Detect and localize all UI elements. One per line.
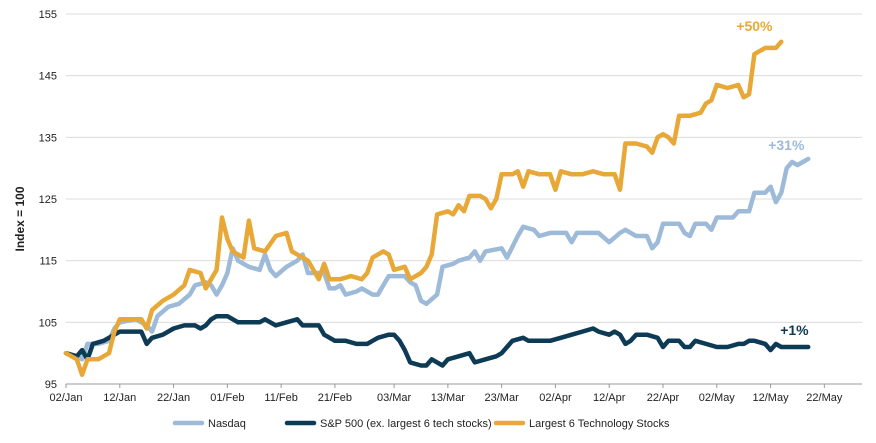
series-line-largest-6-technology-stocks (63, 39, 784, 378)
x-tick-label: 22/May (806, 392, 843, 404)
x-tick-label: 12/Jan (103, 392, 136, 404)
x-tick-label: 02/Apr (539, 392, 572, 404)
end-labels: +31% +1% +50% (736, 18, 809, 338)
end-label: +31% (768, 137, 805, 153)
x-tick-label: 02/May (699, 392, 736, 404)
end-label: +50% (736, 18, 773, 34)
legend-label: Nasdaq (208, 418, 246, 430)
legend-label: Largest 6 Technology Stocks (529, 418, 670, 430)
y-tick-label: 135 (39, 132, 57, 144)
x-tick-label: 02/Jan (49, 392, 82, 404)
x-tick-label: 22/Apr (647, 392, 680, 404)
y-tick-label: 115 (39, 256, 57, 268)
x-tick-label: 21/Feb (318, 392, 352, 404)
y-axis-label: Index = 100 (13, 186, 27, 251)
x-tick-label: 12/May (753, 392, 790, 404)
gridlines (66, 13, 862, 323)
y-tick-labels: 95 105 115 125 135 145 155 (39, 9, 57, 391)
x-tick-label: 23/Mar (485, 392, 520, 404)
end-label: +1% (780, 322, 809, 338)
y-tick-label: 155 (39, 9, 57, 21)
x-tick-label: 12/Apr (593, 392, 626, 404)
x-tick-labels: 02/Jan 12/Jan 22/Jan 01/Feb 11/Feb 21/Feb 03/M… (49, 384, 843, 404)
y-tick-label: 145 (39, 71, 57, 83)
x-tick-label: 01/Feb (210, 392, 244, 404)
x-tick-label: 11/Feb (264, 392, 297, 404)
series-lines (63, 39, 811, 378)
x-tick-label: 22/Jan (157, 392, 190, 404)
series-line-s-p-500-ex-largest-6-tech-stocks (63, 313, 811, 368)
x-tick-label: 03/Mar (377, 392, 412, 404)
legend: Nasdaq S&P 500 (ex. largest 6 tech stocks… (172, 418, 670, 430)
x-tick-label: 13/Mar (431, 392, 466, 404)
legend-label: S&P 500 (ex. largest 6 tech stocks) (320, 418, 492, 430)
y-tick-label: 125 (39, 194, 57, 206)
y-tick-label: 105 (39, 317, 57, 329)
y-tick-label: 95 (45, 379, 57, 391)
